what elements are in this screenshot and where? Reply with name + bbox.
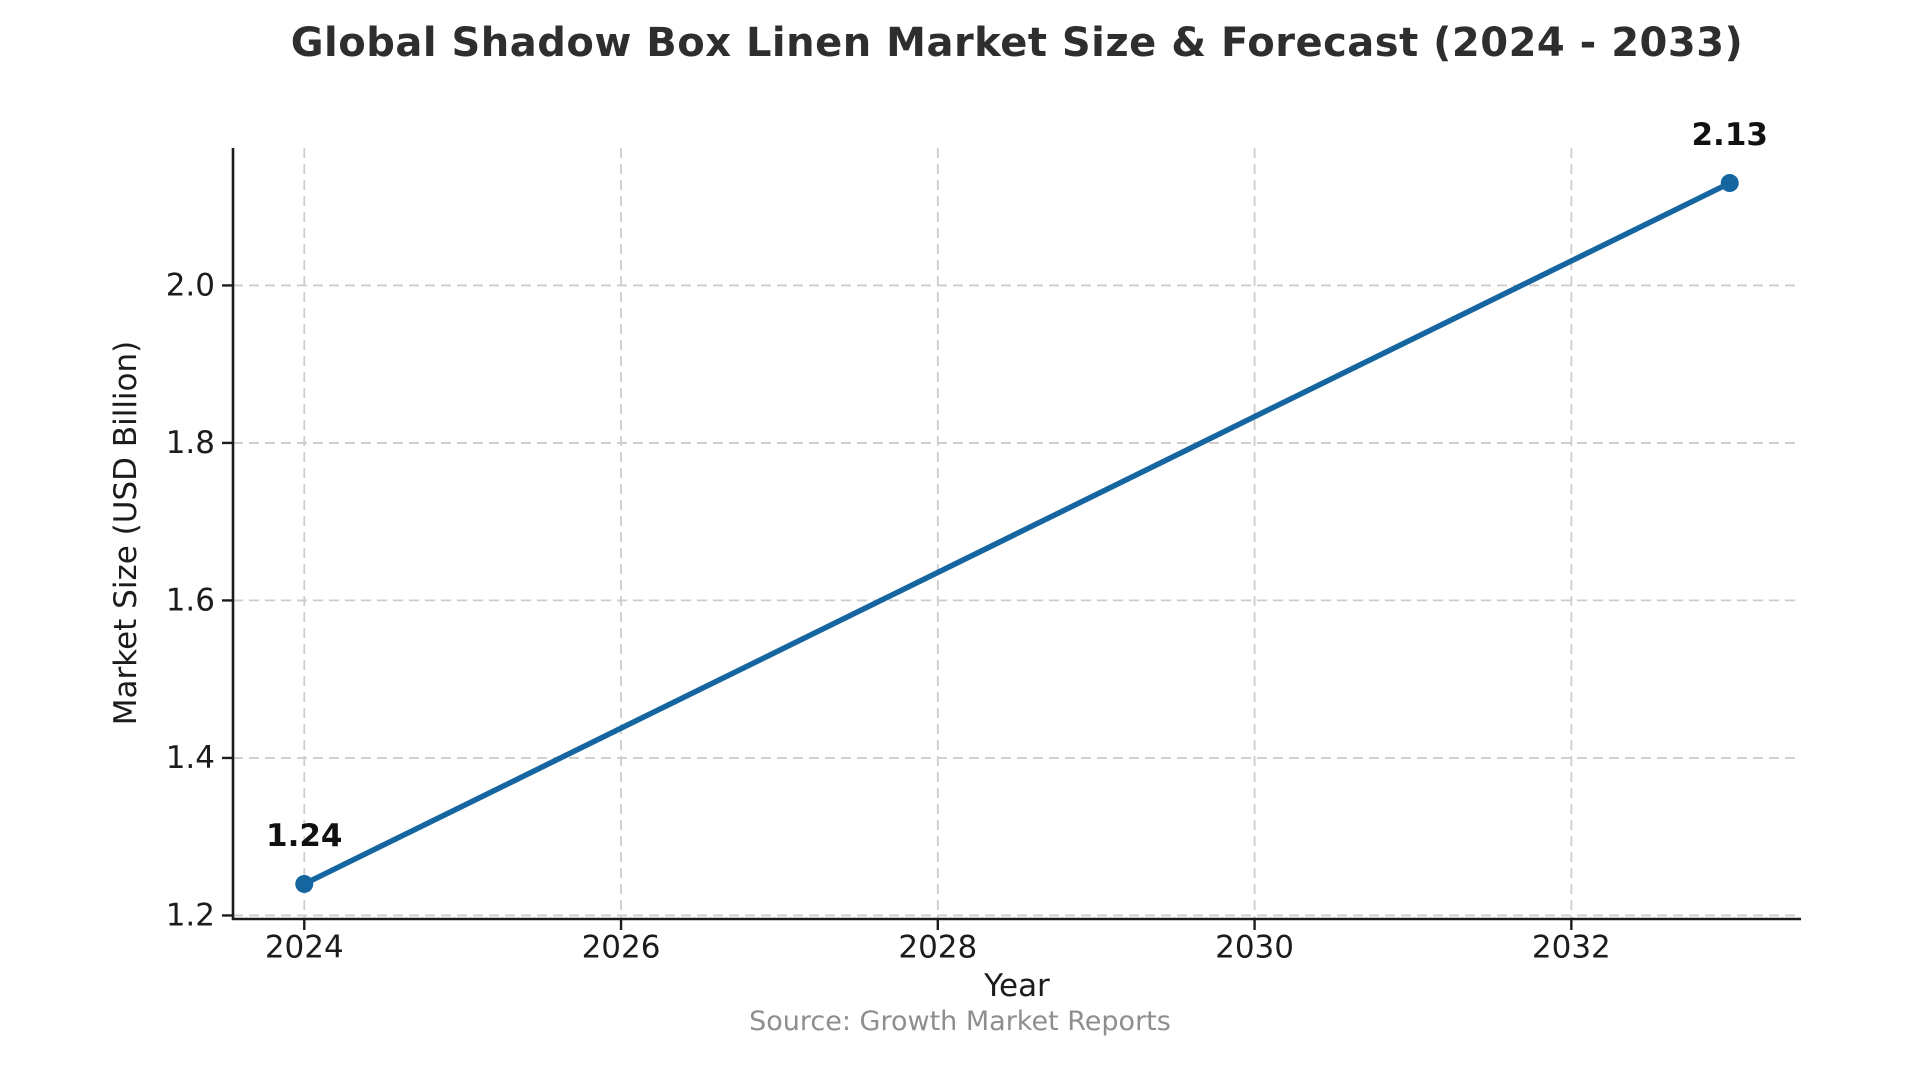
data-point-marker bbox=[1720, 174, 1739, 193]
x-tick-label: 2026 bbox=[582, 929, 661, 965]
x-axis-label: Year bbox=[984, 968, 1050, 1004]
x-tick-label: 2028 bbox=[898, 929, 977, 965]
y-tick-label: 2.0 bbox=[166, 267, 215, 303]
y-axis-label: Market Size (USD Billion) bbox=[108, 340, 144, 726]
y-tick-label: 1.6 bbox=[166, 582, 215, 618]
x-tick-label: 2030 bbox=[1215, 929, 1294, 965]
data-point-marker bbox=[295, 874, 314, 893]
x-tick-label: 2024 bbox=[265, 929, 344, 965]
chart-title: Global Shadow Box Linen Market Size & Fo… bbox=[290, 20, 1744, 66]
data-label: 2.13 bbox=[1691, 117, 1768, 153]
y-tick-label: 1.4 bbox=[166, 740, 215, 776]
y-tick-label: 1.2 bbox=[166, 897, 215, 933]
series-line bbox=[301, 180, 1733, 887]
y-tick-label: 1.8 bbox=[166, 425, 215, 461]
source-note: Source: Growth Market Reports bbox=[749, 1006, 1171, 1037]
x-tick-label: 2032 bbox=[1532, 929, 1611, 965]
data-label: 1.24 bbox=[266, 818, 343, 854]
